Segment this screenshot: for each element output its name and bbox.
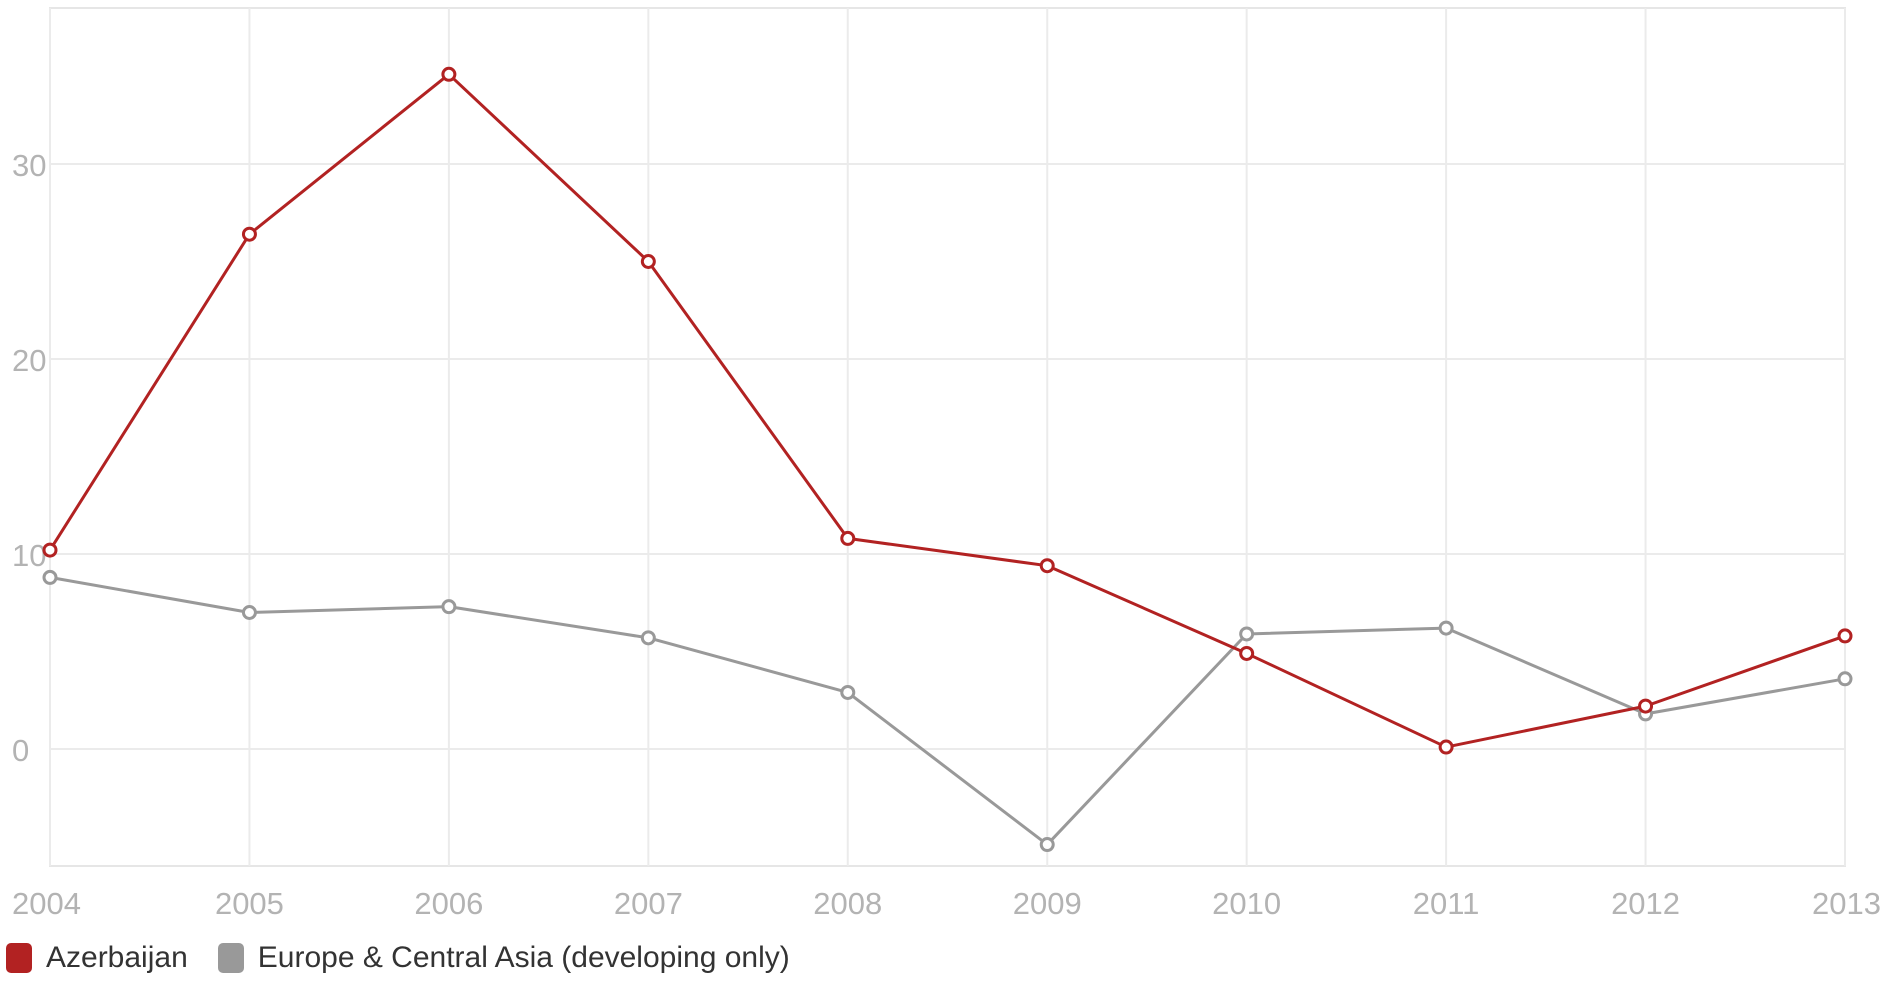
data-point[interactable] bbox=[840, 530, 856, 546]
x-tick-label: 2007 bbox=[614, 886, 683, 921]
x-axis-tick-labels: 2004 2005 2006 2007 2008 2009 2010 2011 2012 2013 bbox=[12, 886, 1881, 921]
x-tick-label: 2009 bbox=[1013, 886, 1082, 921]
data-point[interactable] bbox=[1039, 558, 1055, 574]
data-point[interactable] bbox=[1438, 739, 1454, 755]
data-point[interactable] bbox=[441, 599, 457, 615]
legend-swatch-azerbaijan bbox=[6, 943, 32, 973]
x-tick-label: 2008 bbox=[813, 886, 882, 921]
y-tick-label: 0 bbox=[12, 733, 29, 768]
plot-area-border bbox=[49, 7, 1846, 867]
legend-swatch-europe-central-asia bbox=[217, 943, 244, 973]
x-tick-label: 2004 bbox=[12, 886, 81, 921]
data-point[interactable] bbox=[42, 569, 58, 585]
x-tick-label: 2010 bbox=[1212, 886, 1281, 921]
series-lines bbox=[42, 66, 1853, 853]
series-line bbox=[48, 72, 1846, 749]
legend-item-europe-central-asia[interactable]: Europe & Central Asia (developing only) bbox=[217, 941, 790, 975]
data-point[interactable] bbox=[1239, 626, 1255, 642]
x-tick-label: 2011 bbox=[1413, 886, 1480, 921]
data-point[interactable] bbox=[1039, 837, 1055, 853]
line-chart: 0 10 20 30 2004 2005 2006 2007 2008 2009 2010 2011… bbox=[12, 7, 1881, 921]
data-point[interactable] bbox=[1438, 620, 1454, 636]
legend-label-europe-central-asia: Europe & Central Asia (developing only) bbox=[257, 941, 790, 974]
data-point[interactable] bbox=[640, 254, 656, 269]
data-point[interactable] bbox=[1239, 645, 1255, 661]
data-point[interactable] bbox=[42, 542, 58, 558]
x-tick-label: 2012 bbox=[1611, 886, 1680, 921]
legend-label-azerbaijan: Azerbaijan bbox=[46, 941, 188, 974]
series-1 bbox=[42, 569, 1853, 853]
x-tick-label: 2013 bbox=[1812, 886, 1881, 921]
data-point[interactable] bbox=[840, 684, 856, 700]
y-tick-label: 10 bbox=[12, 538, 46, 573]
data-point[interactable] bbox=[441, 66, 457, 82]
x-tick-label: 2005 bbox=[215, 886, 284, 921]
legend-item-azerbaijan[interactable]: Azerbaijan bbox=[6, 941, 188, 975]
data-point[interactable] bbox=[241, 605, 257, 620]
series-line bbox=[49, 575, 1846, 847]
legend: Azerbaijan Europe & Central Asia (develo… bbox=[6, 940, 820, 976]
y-axis-tick-labels: 0 10 20 30 bbox=[12, 148, 46, 768]
data-point[interactable] bbox=[1837, 671, 1853, 687]
x-tick-label: 2006 bbox=[414, 886, 483, 921]
y-tick-label: 30 bbox=[12, 148, 46, 183]
data-point[interactable] bbox=[241, 226, 257, 242]
data-point[interactable] bbox=[1837, 628, 1853, 644]
data-point[interactable] bbox=[640, 630, 656, 646]
gridlines bbox=[49, 7, 1846, 867]
series-0 bbox=[42, 66, 1853, 755]
y-tick-label: 20 bbox=[12, 343, 46, 378]
data-point[interactable] bbox=[1638, 698, 1654, 714]
